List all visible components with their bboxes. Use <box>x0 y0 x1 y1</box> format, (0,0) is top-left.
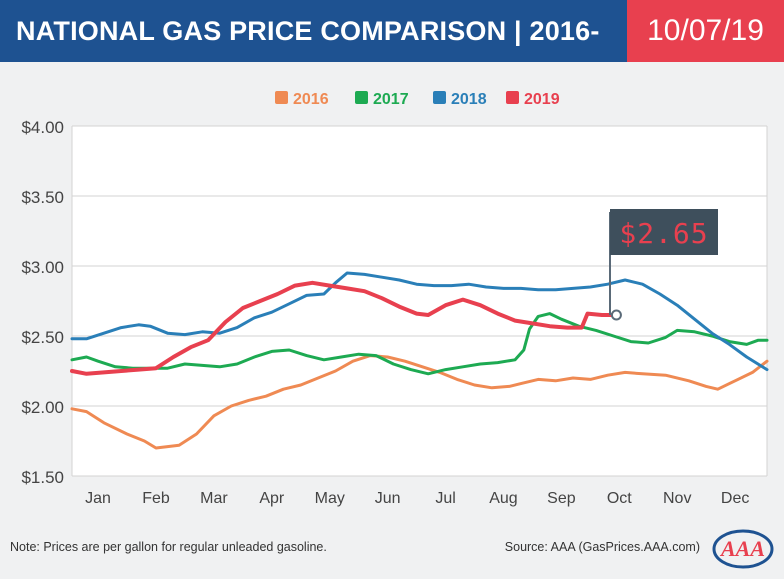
x-tick-label: Feb <box>142 490 170 507</box>
series-line-2019 <box>70 280 619 376</box>
legend-label-2018: 2018 <box>451 91 487 108</box>
x-tick-label: Jul <box>435 490 455 507</box>
legend-swatch-2018 <box>433 91 446 104</box>
footnote: Note: Prices are per gallon for regular … <box>10 540 327 554</box>
callout-marker <box>610 309 622 321</box>
series-line-2016 <box>70 354 769 450</box>
legend-label-2019: 2019 <box>524 91 560 108</box>
series-group <box>70 271 769 450</box>
y-tick-label: $2.50 <box>21 328 64 347</box>
y-tick-label: $2.00 <box>21 398 64 417</box>
legend-swatch-2019 <box>506 91 519 104</box>
header: NATIONAL GAS PRICE COMPARISON | 2016-201… <box>0 0 784 108</box>
x-tick-label: Aug <box>489 490 517 507</box>
legend-swatch-2017 <box>355 91 368 104</box>
callout-box <box>610 209 718 255</box>
x-tick-label: Mar <box>200 490 228 507</box>
grid <box>71 125 768 477</box>
date-badge: 10/07/19 <box>627 0 784 62</box>
x-tick-label: Sep <box>547 490 576 507</box>
series-line-2017 <box>70 312 769 376</box>
x-tick-label: Nov <box>663 490 691 507</box>
x-tick-label: Dec <box>721 490 749 507</box>
series-line-2018 <box>70 271 769 372</box>
line-chart: 2016 2017 2018 2019 $4.00 $3.50 $3.00 $2.50 $2.… <box>21 91 769 507</box>
price-callout: $2.65 <box>609 209 718 321</box>
x-tick-label: May <box>315 490 345 507</box>
x-tick-label: Apr <box>259 490 285 507</box>
legend: 2016 2017 2018 2019 <box>275 91 560 108</box>
logo-text: AAA <box>719 536 765 561</box>
x-tick-label: Jan <box>85 490 111 507</box>
aaa-logo: AAA <box>712 529 774 569</box>
y-tick-label: $3.50 <box>21 188 64 207</box>
x-axis: Jan Feb Mar Apr May Jun Jul Aug Sep Oct Nov Dec <box>85 490 749 507</box>
y-axis: $4.00 $3.50 $3.00 $2.50 $2.00 $1.50 <box>21 118 64 487</box>
x-tick-label: Jun <box>375 490 401 507</box>
y-tick-label: $3.00 <box>21 258 64 277</box>
callout-label: $2.65 <box>619 217 708 250</box>
plot-area <box>72 126 767 476</box>
legend-label-2016: 2016 <box>293 91 329 108</box>
chart-title: NATIONAL GAS PRICE COMPARISON | 2016-201… <box>0 0 627 108</box>
y-tick-label: $4.00 <box>21 118 64 137</box>
legend-label-2017: 2017 <box>373 91 409 108</box>
y-tick-label: $1.50 <box>21 468 64 487</box>
x-tick-label: Oct <box>607 490 632 507</box>
source-credit: Source: AAA (GasPrices.AAA.com) <box>504 540 700 554</box>
legend-swatch-2016 <box>275 91 288 104</box>
